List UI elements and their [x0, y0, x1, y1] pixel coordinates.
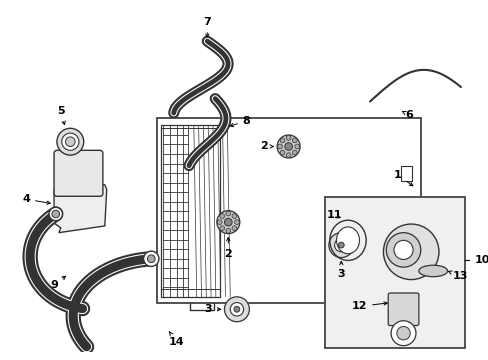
Bar [325, 197, 464, 347]
Circle shape [225, 211, 230, 216]
Circle shape [224, 218, 232, 226]
Circle shape [224, 297, 249, 322]
Circle shape [220, 213, 224, 219]
Circle shape [285, 153, 290, 157]
Circle shape [277, 135, 300, 158]
Circle shape [217, 220, 222, 225]
Bar [161, 125, 219, 297]
Text: 5: 5 [57, 106, 65, 125]
Text: 11: 11 [326, 211, 342, 220]
Ellipse shape [383, 224, 438, 280]
Circle shape [334, 238, 347, 252]
Circle shape [65, 137, 75, 147]
Text: 3: 3 [204, 304, 220, 314]
Text: 3: 3 [337, 261, 345, 279]
Circle shape [230, 302, 243, 316]
Circle shape [386, 233, 420, 267]
Circle shape [49, 207, 62, 221]
Circle shape [220, 226, 224, 231]
Text: 8: 8 [229, 116, 250, 127]
Circle shape [234, 220, 239, 225]
Text: 2: 2 [224, 238, 232, 259]
Polygon shape [54, 185, 106, 233]
Circle shape [280, 138, 285, 143]
Text: 9: 9 [50, 276, 65, 290]
Ellipse shape [418, 265, 447, 277]
Text: 2: 2 [259, 141, 273, 152]
Circle shape [285, 135, 290, 140]
Circle shape [231, 226, 236, 231]
FancyBboxPatch shape [387, 293, 418, 325]
Circle shape [284, 143, 292, 150]
Bar [400, 166, 411, 181]
Text: 7: 7 [203, 17, 211, 37]
Circle shape [328, 233, 353, 257]
Circle shape [234, 306, 239, 312]
Circle shape [52, 210, 60, 218]
Circle shape [277, 144, 282, 149]
Circle shape [225, 228, 230, 233]
Circle shape [294, 144, 299, 149]
FancyBboxPatch shape [54, 150, 102, 196]
Circle shape [231, 213, 236, 219]
Circle shape [393, 240, 412, 260]
Circle shape [338, 242, 344, 248]
Text: 1: 1 [393, 170, 412, 186]
Text: 4: 4 [22, 194, 50, 204]
Circle shape [143, 251, 159, 266]
Circle shape [292, 150, 297, 155]
Circle shape [147, 255, 155, 262]
Ellipse shape [336, 227, 359, 254]
Circle shape [390, 321, 415, 346]
Circle shape [57, 128, 83, 155]
Circle shape [396, 327, 409, 340]
Circle shape [292, 138, 297, 143]
Circle shape [280, 150, 285, 155]
Text: 12: 12 [351, 301, 386, 311]
Circle shape [216, 211, 239, 234]
Text: 13: 13 [447, 271, 467, 281]
Text: 6: 6 [402, 110, 412, 120]
Text: 14: 14 [168, 332, 184, 347]
Circle shape [61, 133, 79, 150]
Bar [156, 118, 420, 302]
Text: 10: 10 [473, 255, 488, 265]
